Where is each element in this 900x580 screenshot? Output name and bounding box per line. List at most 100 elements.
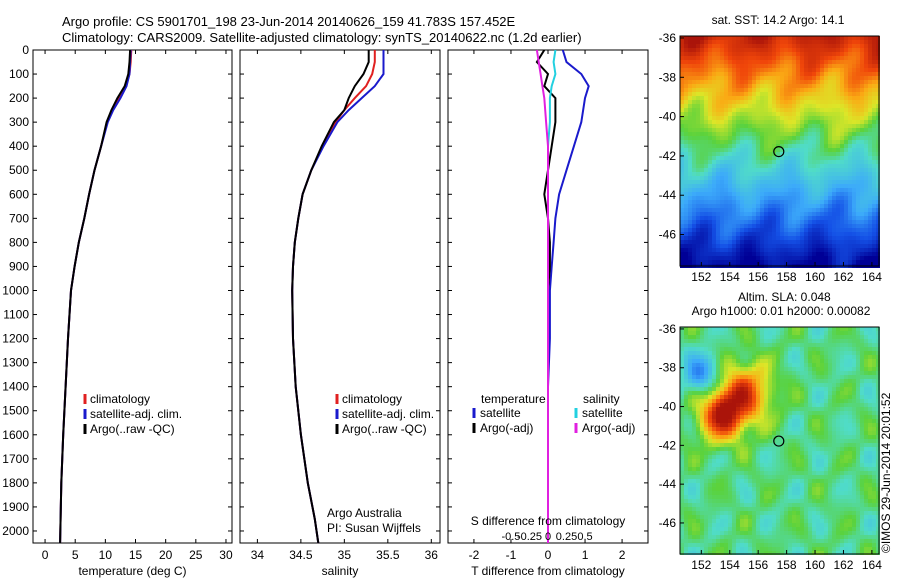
y-tick-label: 2000 <box>2 524 29 538</box>
sal-tick-label: 0.25 <box>556 531 577 543</box>
y-tick-label: 900 <box>9 259 29 273</box>
legend-label: climatology <box>90 392 150 406</box>
y-tick-label: 1200 <box>2 332 29 346</box>
x-tick-label: 15 <box>129 548 143 562</box>
sal-tick-label: 0 <box>545 531 551 543</box>
x-tick-label: 35.5 <box>376 548 400 562</box>
series-line-argo-raw-qc- <box>59 49 132 544</box>
sst-map-group <box>680 36 880 268</box>
map-y-tick-label: -36 <box>659 31 677 45</box>
y-tick-label: 1800 <box>2 476 29 490</box>
y-tick-label: 300 <box>9 115 29 129</box>
map-x-tick-label: 162 <box>833 558 853 572</box>
x-tick-label: 10 <box>99 548 113 562</box>
map-y-tick-label: -40 <box>659 400 677 414</box>
y-tick-label: 800 <box>9 235 29 249</box>
map-x-tick-label: 154 <box>720 270 740 284</box>
diff-top-label: S difference from climatology <box>471 514 626 528</box>
map-x-tick-label: 152 <box>691 270 711 284</box>
y-tick-label: 1900 <box>2 500 29 514</box>
credit-line2: PI: Susan Wijffels <box>327 521 421 535</box>
x-tick-label: 2 <box>619 548 626 562</box>
x-tick-label: 34 <box>251 548 265 562</box>
sst-map-frame <box>679 35 880 267</box>
map-x-tick-label: 158 <box>777 558 797 572</box>
x-tick-label: 35 <box>338 548 352 562</box>
map-x-tick-label: 154 <box>720 558 740 572</box>
sla-map-group <box>680 327 880 555</box>
map-x-tick-label: 162 <box>833 270 853 284</box>
temperature-plot-frame <box>32 49 233 544</box>
y-tick-label: 1400 <box>2 380 29 394</box>
legend-label: Argo(-adj) <box>480 421 533 435</box>
map-y-tick-label: -40 <box>659 110 677 124</box>
y-tick-label: 1300 <box>2 356 29 370</box>
x-tick-label: 1 <box>582 548 589 562</box>
y-tick-label: 0 <box>22 43 29 57</box>
sla-title-line2: Argo h1000: 0.01 h2000: 0.00082 <box>692 304 871 318</box>
legend-label: satellite-adj. clim. <box>90 407 182 421</box>
map-y-tick-label: -38 <box>659 70 677 84</box>
legend-label: Argo(..raw -QC) <box>90 422 175 436</box>
sal-tick-label: -0.25 <box>517 531 542 543</box>
credit-line1: Argo Australia <box>327 506 402 520</box>
map-x-tick-label: 152 <box>691 558 711 572</box>
argo-position-marker <box>773 145 785 158</box>
map-y-tick-label: -46 <box>659 516 677 530</box>
x-axis-label: temperature (deg C) <box>78 564 186 578</box>
map-y-tick-label: -46 <box>659 228 677 242</box>
imos-stamp: ©IMOS 29-Jun-2014 20:01:52 <box>879 392 893 553</box>
x-tick-label: -1 <box>506 548 517 562</box>
y-tick-label: 700 <box>9 211 29 225</box>
y-tick-label: 1000 <box>2 283 29 297</box>
chart-title-line2: Climatology: CARS2009. Satellite-adjuste… <box>62 30 582 45</box>
x-tick-label: 34.5 <box>289 548 313 562</box>
legend-label: satellite-adj. clim. <box>342 407 434 421</box>
y-tick-label: 500 <box>9 163 29 177</box>
chart-title-line1: Argo profile: CS 5901701_198 23-Jun-2014… <box>62 14 516 29</box>
legend-label: satellite <box>582 406 623 420</box>
salinity-plot-frame <box>239 49 441 544</box>
sla-title-line1: Altim. SLA: 0.048 <box>738 290 831 304</box>
x-tick-label: -2 <box>469 548 480 562</box>
map-x-tick-label: 156 <box>748 558 768 572</box>
map-y-tick-label: -42 <box>659 149 677 163</box>
map-x-tick-label: 158 <box>777 270 797 284</box>
legend-label: climatology <box>342 392 402 406</box>
x-tick-label: 0 <box>42 548 49 562</box>
map-y-tick-label: -42 <box>659 438 677 452</box>
x-tick-label: 30 <box>219 548 233 562</box>
x-tick-label: 20 <box>159 548 173 562</box>
x-tick-label: 25 <box>189 548 203 562</box>
sal-tick-label: -0.5 <box>501 531 520 543</box>
y-tick-label: 1600 <box>2 428 29 442</box>
argo-position-marker <box>773 435 785 447</box>
legend-label: Argo(-adj) <box>582 421 635 435</box>
map-x-tick-label: 160 <box>805 558 825 572</box>
series-line-argo-raw-qc- <box>291 50 370 544</box>
map-x-tick-label: 164 <box>862 558 882 572</box>
x-tick-label: 5 <box>72 548 79 562</box>
sst-title: sat. SST: 14.2 Argo: 14.1 <box>712 13 845 27</box>
y-tick-label: 1700 <box>2 452 29 466</box>
sla-map-frame <box>679 326 880 555</box>
legend-label: satellite <box>480 406 521 420</box>
map-x-tick-label: 160 <box>805 270 825 284</box>
legend-header-salinity: salinity <box>583 392 620 406</box>
x-tick-label: 36 <box>425 548 439 562</box>
y-tick-label: 400 <box>9 139 29 153</box>
legend-header-temperature: temperature <box>481 392 546 406</box>
map-x-tick-label: 156 <box>748 270 768 284</box>
series-line-salinity-argo-adj- <box>535 49 549 543</box>
y-tick-label: 1100 <box>3 308 29 322</box>
map-x-tick-label: 164 <box>862 270 882 284</box>
y-tick-label: 600 <box>9 187 29 201</box>
x-axis-label: salinity <box>322 564 359 578</box>
y-tick-label: 100 <box>9 67 29 81</box>
x-tick-label: 0 <box>545 548 552 562</box>
map-y-tick-label: -44 <box>659 477 677 491</box>
map-y-tick-label: -38 <box>659 361 677 375</box>
y-tick-label: 200 <box>9 91 29 105</box>
legend-label: Argo(..raw -QC) <box>342 422 427 436</box>
